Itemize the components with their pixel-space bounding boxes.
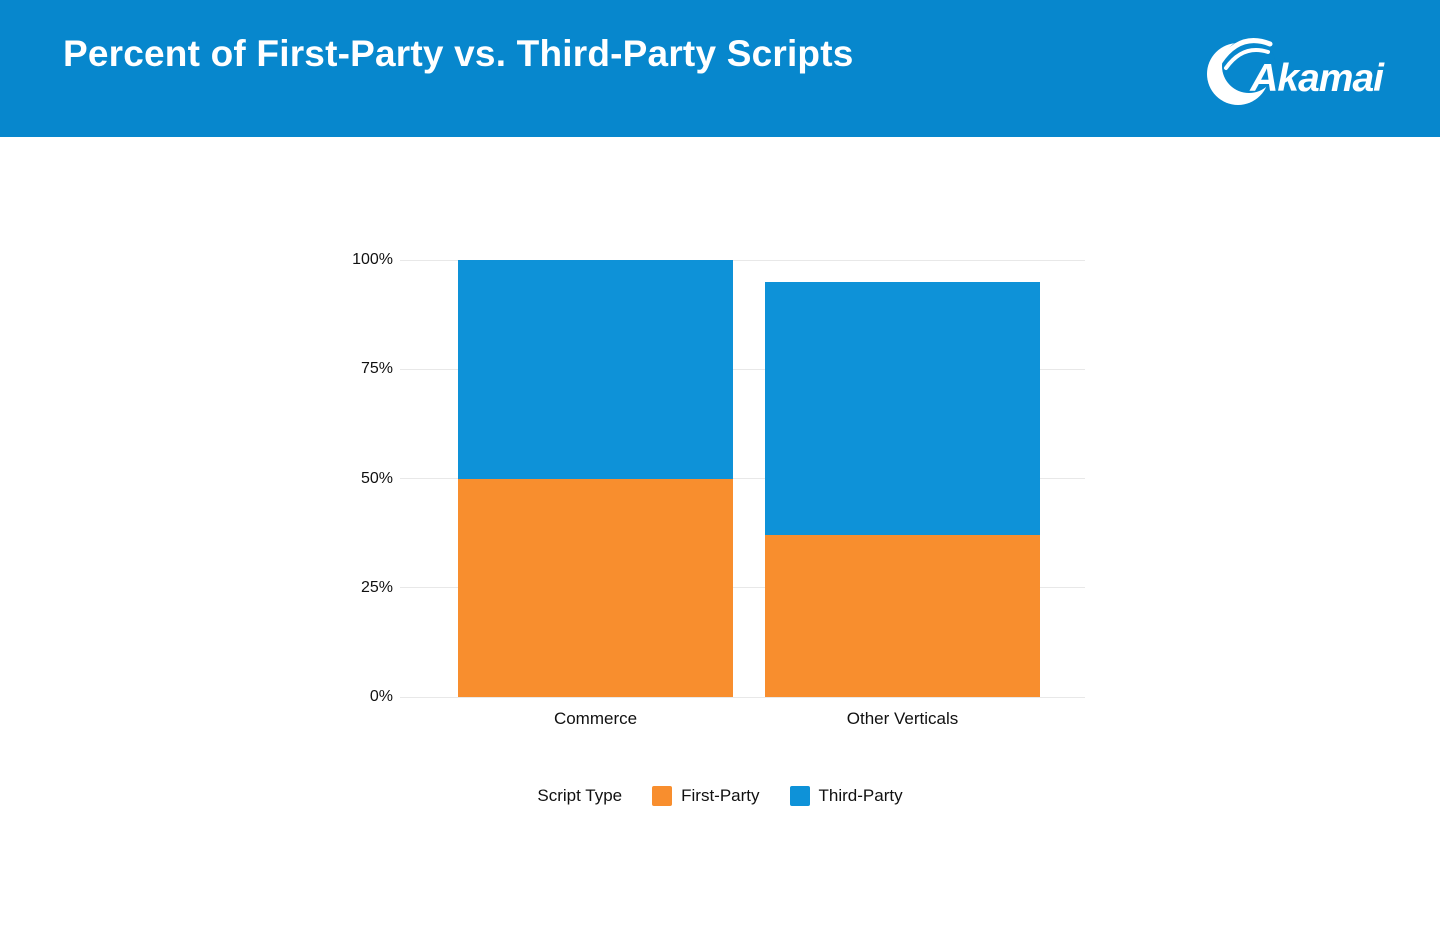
bar-segment-commerce-first-party [458,478,733,697]
legend-title: Script Type [537,786,623,805]
stacked-bar-chart: Commerce Other Verticals [400,259,1085,728]
legend-item-first-party: First-Party [652,786,760,806]
page-title: Percent of First-Party vs. Third-Party S… [63,33,854,74]
y-tick-label: 0% [369,688,393,705]
page-header: Percent of First-Party vs. Third-Party S… [0,0,1440,137]
y-tick-label: 100% [352,251,393,268]
y-tick-label: 50% [360,469,393,487]
gridline-0% [400,696,1085,698]
y-tick-label: 75% [360,360,393,378]
legend-swatch-third-party [789,786,810,806]
gridline-100% [400,259,1085,261]
gridline-25% [400,587,1085,589]
bar-segment-other-verticals-first-party [765,535,1040,697]
legend-swatch-first-party [652,786,673,806]
gridline-75% [400,368,1085,370]
akamai-logo: Akamai [1204,28,1384,112]
legend-label: First-Party [681,786,760,805]
x-tick-label-commerce: Commerce [553,709,638,728]
x-tick-label-other-verticals: Other Verticals [846,709,959,728]
legend-item-third-party: Third-Party [789,786,903,806]
akamai-crescent-icon [1204,28,1288,112]
legend-label: Third-Party [818,786,903,805]
gridline-50% [400,478,1085,479]
y-tick-label: 25% [360,578,393,596]
bar-segment-commerce-third-party [458,260,733,479]
chart-legend: Script Type First-Party Third-Party [0,786,1440,806]
bar-segment-other-verticals-third-party [765,281,1040,536]
akamai-logo-text: Akamai [1250,57,1384,100]
